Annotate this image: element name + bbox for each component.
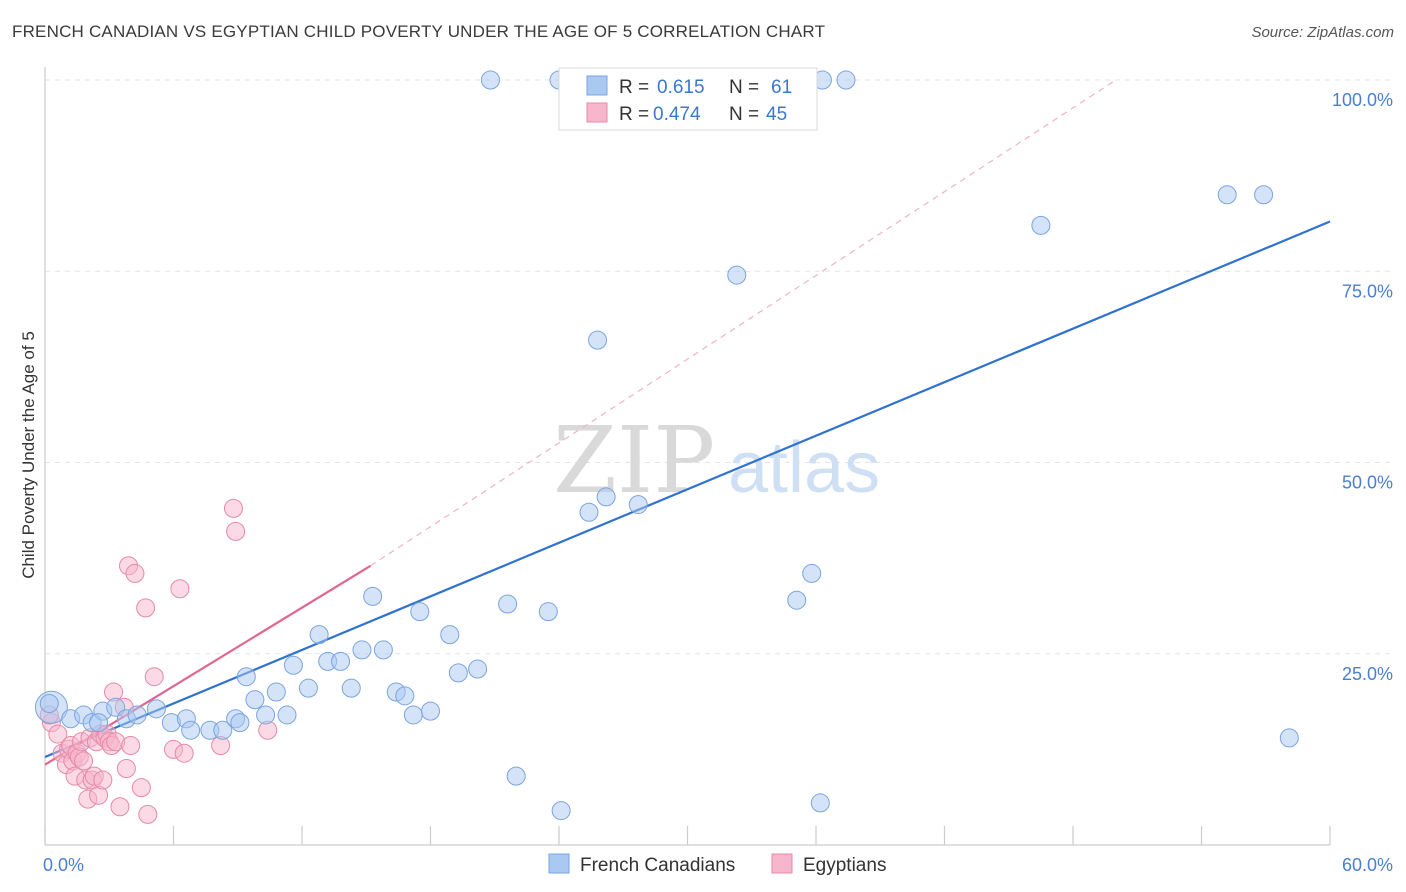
point-french-37 xyxy=(468,659,488,679)
point-french-15 xyxy=(230,713,250,733)
point-french-39 xyxy=(498,594,518,614)
point-french-54 xyxy=(836,70,856,90)
point-french-40 xyxy=(506,766,526,786)
point-french-38 xyxy=(480,70,500,90)
point-french-23 xyxy=(309,625,329,645)
point-french-41 xyxy=(538,602,558,622)
y-axis-title: Child Poverty Under the Age of 5 xyxy=(19,331,38,579)
point-french-18 xyxy=(256,705,276,725)
data-points xyxy=(34,70,1299,824)
point-french-28 xyxy=(363,586,383,606)
y-tick-label-1: 50.0% xyxy=(1342,473,1393,493)
grid-lines xyxy=(45,79,1395,655)
x-tick-label-1: 60.0% xyxy=(1342,855,1393,875)
point-egyptian-1 xyxy=(48,724,68,744)
y-tick-label-0: 25.0% xyxy=(1342,664,1393,684)
legend-bottom-label-french: French Canadians xyxy=(580,855,735,876)
point-french-49 xyxy=(727,265,747,285)
legend-bottom-label-egyptian: Egyptians xyxy=(803,855,886,876)
point-french-43 xyxy=(551,801,571,821)
point-egyptian-27 xyxy=(110,797,130,817)
point-egyptian-20 xyxy=(93,770,113,790)
point-egyptian-34 xyxy=(136,598,156,618)
point-french-52 xyxy=(810,793,830,813)
point-french-47 xyxy=(628,495,648,515)
legend-n-label-egyptian: N = xyxy=(729,104,759,125)
point-french-17 xyxy=(245,690,265,710)
x-tick-label-0: 0.0% xyxy=(43,855,84,875)
legend-bottom-swatch-french xyxy=(548,853,570,874)
legend-n-value-french: 61 xyxy=(771,77,792,98)
legend-swatch-french xyxy=(586,75,608,96)
legend-r-label-french: R = xyxy=(619,77,649,98)
point-french-8 xyxy=(146,699,166,719)
point-egyptian-41 xyxy=(223,498,243,518)
point-french-32 xyxy=(403,705,423,725)
watermark: ZIP atlas xyxy=(553,407,880,514)
point-french-58 xyxy=(1279,728,1299,748)
point-egyptian-33 xyxy=(131,778,151,798)
point-french-22 xyxy=(298,678,318,698)
point-egyptian-38 xyxy=(170,579,190,599)
trend-line-french xyxy=(44,220,1331,759)
point-french-60 xyxy=(89,713,109,733)
legend-n-label-french: N = xyxy=(729,77,759,98)
point-egyptian-11 xyxy=(74,751,94,771)
y-tick-label-3: 100.0% xyxy=(1332,90,1393,110)
point-egyptian-31 xyxy=(121,736,141,756)
tick-labels: 25.0% 50.0% 75.0% 100.0% 0.0% 60.0% xyxy=(43,90,1393,875)
legend-r-label-egyptian: R = xyxy=(619,104,649,125)
point-french-36 xyxy=(448,663,468,683)
point-french-7 xyxy=(127,705,147,725)
point-french-25 xyxy=(331,651,351,671)
point-french-33 xyxy=(410,602,430,622)
point-egyptian-35 xyxy=(138,804,158,824)
point-egyptian-32 xyxy=(125,563,145,583)
point-egyptian-42 xyxy=(226,521,246,541)
point-egyptian-29 xyxy=(116,759,136,778)
legend-swatch-egyptian xyxy=(586,102,608,123)
y-tick-label-2: 75.0% xyxy=(1342,281,1393,301)
point-french-11 xyxy=(181,720,201,740)
point-french-21 xyxy=(283,655,303,675)
point-french-31 xyxy=(395,686,415,706)
source-label: Source: ZipAtlas.com xyxy=(1251,24,1394,41)
chart-title: FRENCH CANADIAN VS EGYPTIAN CHILD POVERT… xyxy=(12,22,826,41)
point-french-13 xyxy=(213,720,233,740)
trend-line-egyptian-extension xyxy=(370,79,1117,567)
point-egyptian-39 xyxy=(174,743,194,763)
point-french-59 xyxy=(39,693,59,713)
point-french-20 xyxy=(277,705,297,725)
legend-bottom-swatch-egyptian xyxy=(771,853,793,874)
point-french-34 xyxy=(421,701,440,721)
point-french-26 xyxy=(341,678,361,698)
correlation-legend: R = 0.615 N = 61 R = 0.474 N = 45 xyxy=(558,67,818,131)
series-legend: French Canadians Egyptians xyxy=(548,853,886,876)
legend-r-value-french: 0.615 xyxy=(657,77,705,98)
legend-n-value-egyptian: 45 xyxy=(766,104,787,125)
point-french-56 xyxy=(1217,185,1237,205)
point-french-46 xyxy=(596,487,616,507)
point-french-44 xyxy=(579,502,599,522)
point-french-55 xyxy=(1031,215,1051,235)
point-french-51 xyxy=(802,563,822,583)
point-french-19 xyxy=(266,682,286,702)
point-french-35 xyxy=(440,625,460,645)
point-french-50 xyxy=(787,590,807,610)
point-french-29 xyxy=(373,640,393,660)
point-french-57 xyxy=(1254,185,1274,205)
point-french-16 xyxy=(236,667,256,687)
point-egyptian-36 xyxy=(144,667,164,687)
point-french-27 xyxy=(352,640,372,660)
legend-r-value-egyptian: 0.474 xyxy=(653,104,701,125)
point-french-45 xyxy=(588,330,608,350)
